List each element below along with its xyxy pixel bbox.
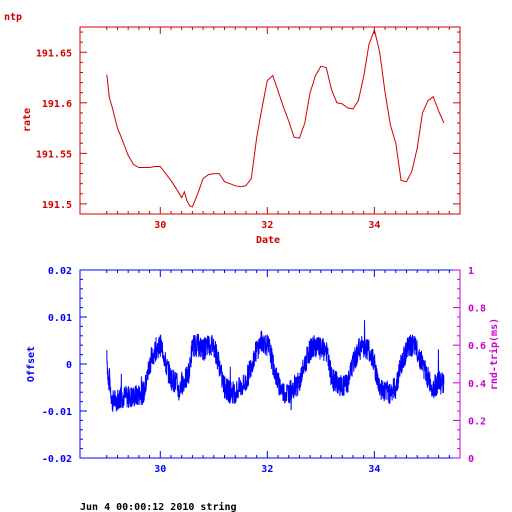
top-x-tick-labels: 30 32 34 [154, 220, 380, 231]
y-tick-label: 191.6 [42, 99, 72, 110]
chart-title: ntp [4, 12, 22, 23]
y-tick-label-right: 0.6 [468, 341, 486, 352]
y-tick-label-right: 0.8 [468, 304, 486, 315]
y-axis-label-offset: Offset [26, 346, 37, 382]
y-axis-label-rate: rate [22, 108, 33, 132]
bottom-x-tick-labels: 30 32 34 [154, 464, 380, 475]
x-axis-label: Date [256, 235, 280, 246]
bottom-y-tick-labels-rtt: 0 0.2 0.4 0.6 0.8 1 [468, 266, 486, 465]
y-tick-label: 0.02 [48, 266, 72, 277]
bottom-y-tick-labels-offset: -0.02 -0.01 0 0.01 0.02 [42, 266, 72, 465]
y-tick-label-right: 0.2 [468, 416, 486, 427]
top-plot-frame [79, 26, 461, 215]
y-tick-label: -0.02 [42, 454, 72, 465]
y-axis-label-rnd-trip: rnd-trip(ms) [488, 318, 500, 390]
y-tick-label-right: 0 [468, 454, 474, 465]
y-tick-label-right: 0.4 [468, 379, 486, 390]
bottom-tick-marks [80, 269, 461, 459]
top-y-tick-labels: 191.5 191.55 191.6 191.65 [36, 48, 72, 211]
x-tick-label: 34 [368, 220, 380, 231]
y-tick-label: -0.01 [42, 407, 72, 418]
y-tick-label-right: 1 [468, 266, 474, 277]
top-tick-marks [80, 27, 460, 215]
x-tick-label: 30 [154, 220, 166, 231]
y-tick-label: 0 [66, 360, 72, 371]
y-tick-label: 0.01 [48, 313, 72, 324]
x-tick-label: 32 [261, 464, 273, 475]
offset-series-line [106, 320, 445, 412]
x-tick-label: 32 [261, 220, 273, 231]
y-tick-label: 191.65 [36, 48, 72, 59]
y-tick-label: 191.55 [36, 149, 72, 160]
y-tick-label: 191.5 [42, 200, 72, 211]
footer-timestamp: Jun 4 00:00:12 2010 string [80, 501, 237, 512]
rate-series-line [106, 28, 445, 208]
x-tick-label: 34 [368, 464, 380, 475]
x-tick-label: 30 [154, 464, 166, 475]
